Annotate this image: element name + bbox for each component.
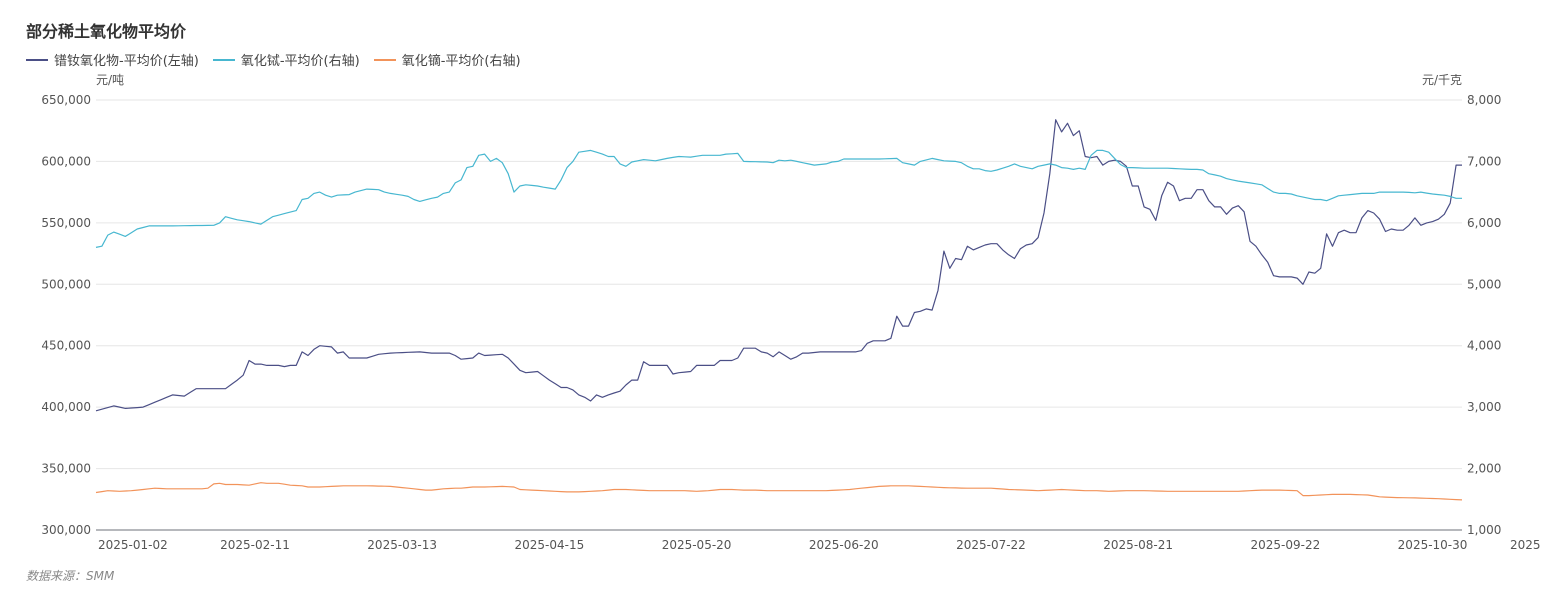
left-axis-unit: 元/吨 [96,73,124,87]
x-tick-label: 2025-12-02 [1510,538,1541,552]
left-axis-ticks: 300,000 350,000 400,000 450,000 500,000 550,0… [41,93,91,537]
right-tick-label: 4,000 [1467,339,1501,353]
right-tick-label: 8,000 [1467,93,1501,107]
legend-item-terbium[interactable]: 氧化铽-平均价(右轴) [212,50,360,69]
left-tick-label: 500,000 [41,277,91,291]
x-tick-label: 2025-09-22 [1250,538,1320,552]
right-tick-label: 3,000 [1467,400,1501,414]
series-layer [95,119,1463,501]
left-tick-label: 600,000 [41,154,91,168]
grid-lines [96,99,1462,470]
series-line-terbium-oxide [95,149,1462,248]
left-tick-label: 650,000 [41,93,91,107]
right-axis-unit: 元/千克 [1422,73,1462,87]
series-line-dysprosium-oxide [95,482,1463,501]
chart-title: 部分稀土氧化物平均价 [26,22,187,41]
left-tick-label: 400,000 [41,400,91,414]
right-axis-ticks: 1,000 2,000 3,000 4,000 5,000 6,000 7,000 8,000 [1467,93,1501,537]
x-tick-label: 2025-02-11 [220,538,290,552]
left-tick-label: 300,000 [41,523,91,537]
legend-item-prnd[interactable]: 镨钕氧化物-平均价(左轴) [26,50,199,69]
right-tick-label: 2,000 [1467,462,1501,476]
legend-label-dysprosium: 氧化镝-平均价(右轴) [401,54,521,69]
x-tick-label: 2025-06-20 [809,538,879,552]
x-tick-label: 2025-10-30 [1398,538,1468,552]
left-tick-label: 450,000 [41,339,91,353]
right-tick-label: 7,000 [1467,154,1501,168]
series-line-prnd-oxide [95,119,1462,412]
legend-label-terbium: 氧化铽-平均价(右轴) [240,54,360,69]
right-tick-label: 1,000 [1467,523,1501,537]
right-tick-label: 6,000 [1467,216,1501,230]
legend-item-dysprosium[interactable]: 氧化镝-平均价(右轴) [373,50,521,69]
left-tick-label: 350,000 [41,462,91,476]
legend-label-prnd: 镨钕氧化物-平均价(左轴) [54,54,199,69]
legend-swatch-terbium [212,58,235,61]
legend-swatch-dysprosium [373,58,396,61]
chart-legend: 镨钕氧化物-平均价(左轴) 氧化铽-平均价(右轴) 氧化镝-平均价(右轴) [26,50,521,69]
right-tick-label: 5,000 [1467,277,1501,291]
left-tick-label: 550,000 [41,216,91,230]
x-tick-label: 2025-01-02 [98,538,168,552]
x-tick-label: 2025-03-13 [367,538,437,552]
legend-swatch-prnd [26,58,48,61]
data-source: 数据来源：SMM [26,569,115,583]
x-tick-label: 2025-07-22 [956,538,1026,552]
x-tick-label: 2025-05-20 [662,538,732,552]
x-tick-label: 2025-04-15 [514,538,584,552]
x-axis-ticks: 2025-01-02 2025-02-11 2025-03-13 2025-04-15… [98,538,1541,552]
x-tick-label: 2025-08-21 [1103,538,1173,552]
